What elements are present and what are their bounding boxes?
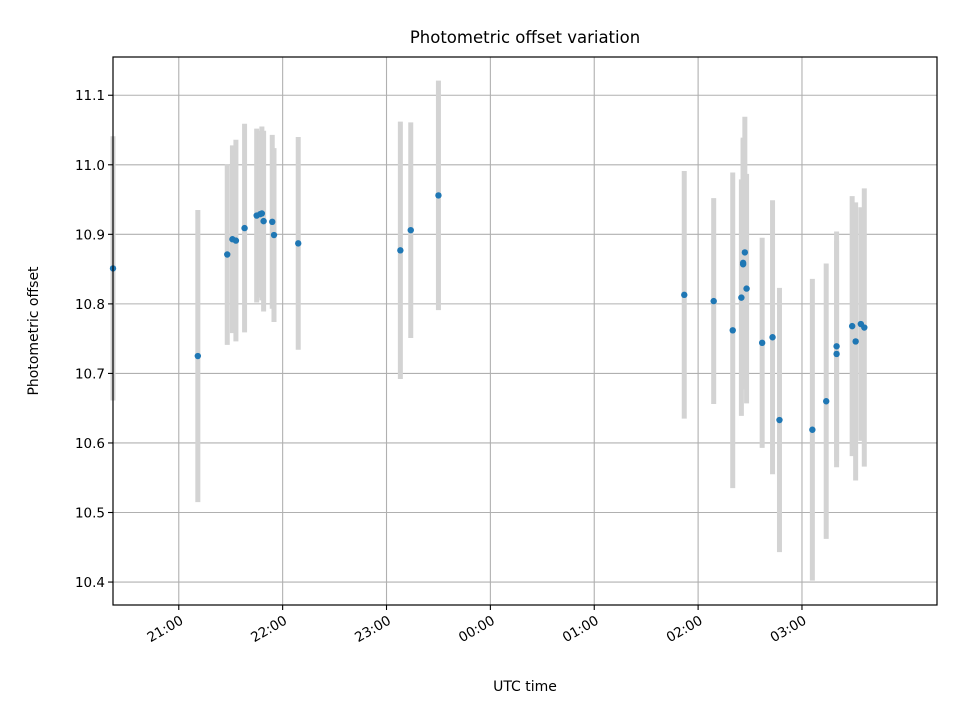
data-point [776,416,783,424]
x-tick-label: 21:00 [144,613,186,646]
x-tick-label: 03:00 [768,613,810,646]
data-points [109,192,868,433]
error-bars [110,80,867,581]
data-point [241,224,248,232]
data-point [407,226,414,234]
data-point [833,343,840,350]
data-point [681,291,688,299]
data-point [861,324,868,331]
data-point [232,237,240,244]
x-tick-label: 00:00 [456,613,498,646]
data-point [260,217,267,225]
y-tick-label: 11.1 [75,88,105,104]
y-axis-label: Photometric offset [26,266,42,396]
y-tick-label: 11.0 [75,158,105,174]
data-point [809,426,816,433]
data-point [758,339,766,347]
x-tick-label: 01:00 [560,613,602,646]
data-point [738,294,745,301]
data-point [435,192,442,199]
data-point [739,261,747,268]
x-tick-label: 22:00 [248,613,290,646]
data-point [743,285,750,292]
chart-title: Photometric offset variation [410,28,640,47]
data-point [729,327,736,334]
y-tick-label: 10.5 [75,506,105,522]
x-axis-ticks: 21:00 22:00 23:00 00:00 01:00 02:00 03:00 [144,605,809,646]
data-point [710,297,717,305]
data-point [295,240,302,247]
data-point [194,352,202,360]
plot-frame [112,56,938,606]
data-point [741,249,749,256]
y-tick-label: 10.7 [75,366,105,382]
x-axis-label: UTC time [493,679,557,695]
grid-lines [113,57,937,605]
data-point [224,251,231,258]
data-point [848,322,856,330]
data-point [833,350,840,358]
y-tick-label: 10.8 [75,297,105,313]
data-point [258,210,266,217]
y-tick-label: 10.6 [75,436,105,452]
data-point [397,247,404,254]
data-point [852,338,859,345]
y-axis-ticks: 10.4 10.5 10.6 10.7 10.8 10.9 11.0 11.1 [75,88,113,591]
data-point [269,218,276,226]
y-tick-label: 10.4 [75,575,105,591]
data-point [823,398,830,405]
data-point [769,334,776,341]
data-point [270,231,278,239]
y-tick-label: 10.9 [75,227,105,243]
x-tick-label: 02:00 [664,613,706,646]
x-tick-label: 23:00 [352,613,394,646]
